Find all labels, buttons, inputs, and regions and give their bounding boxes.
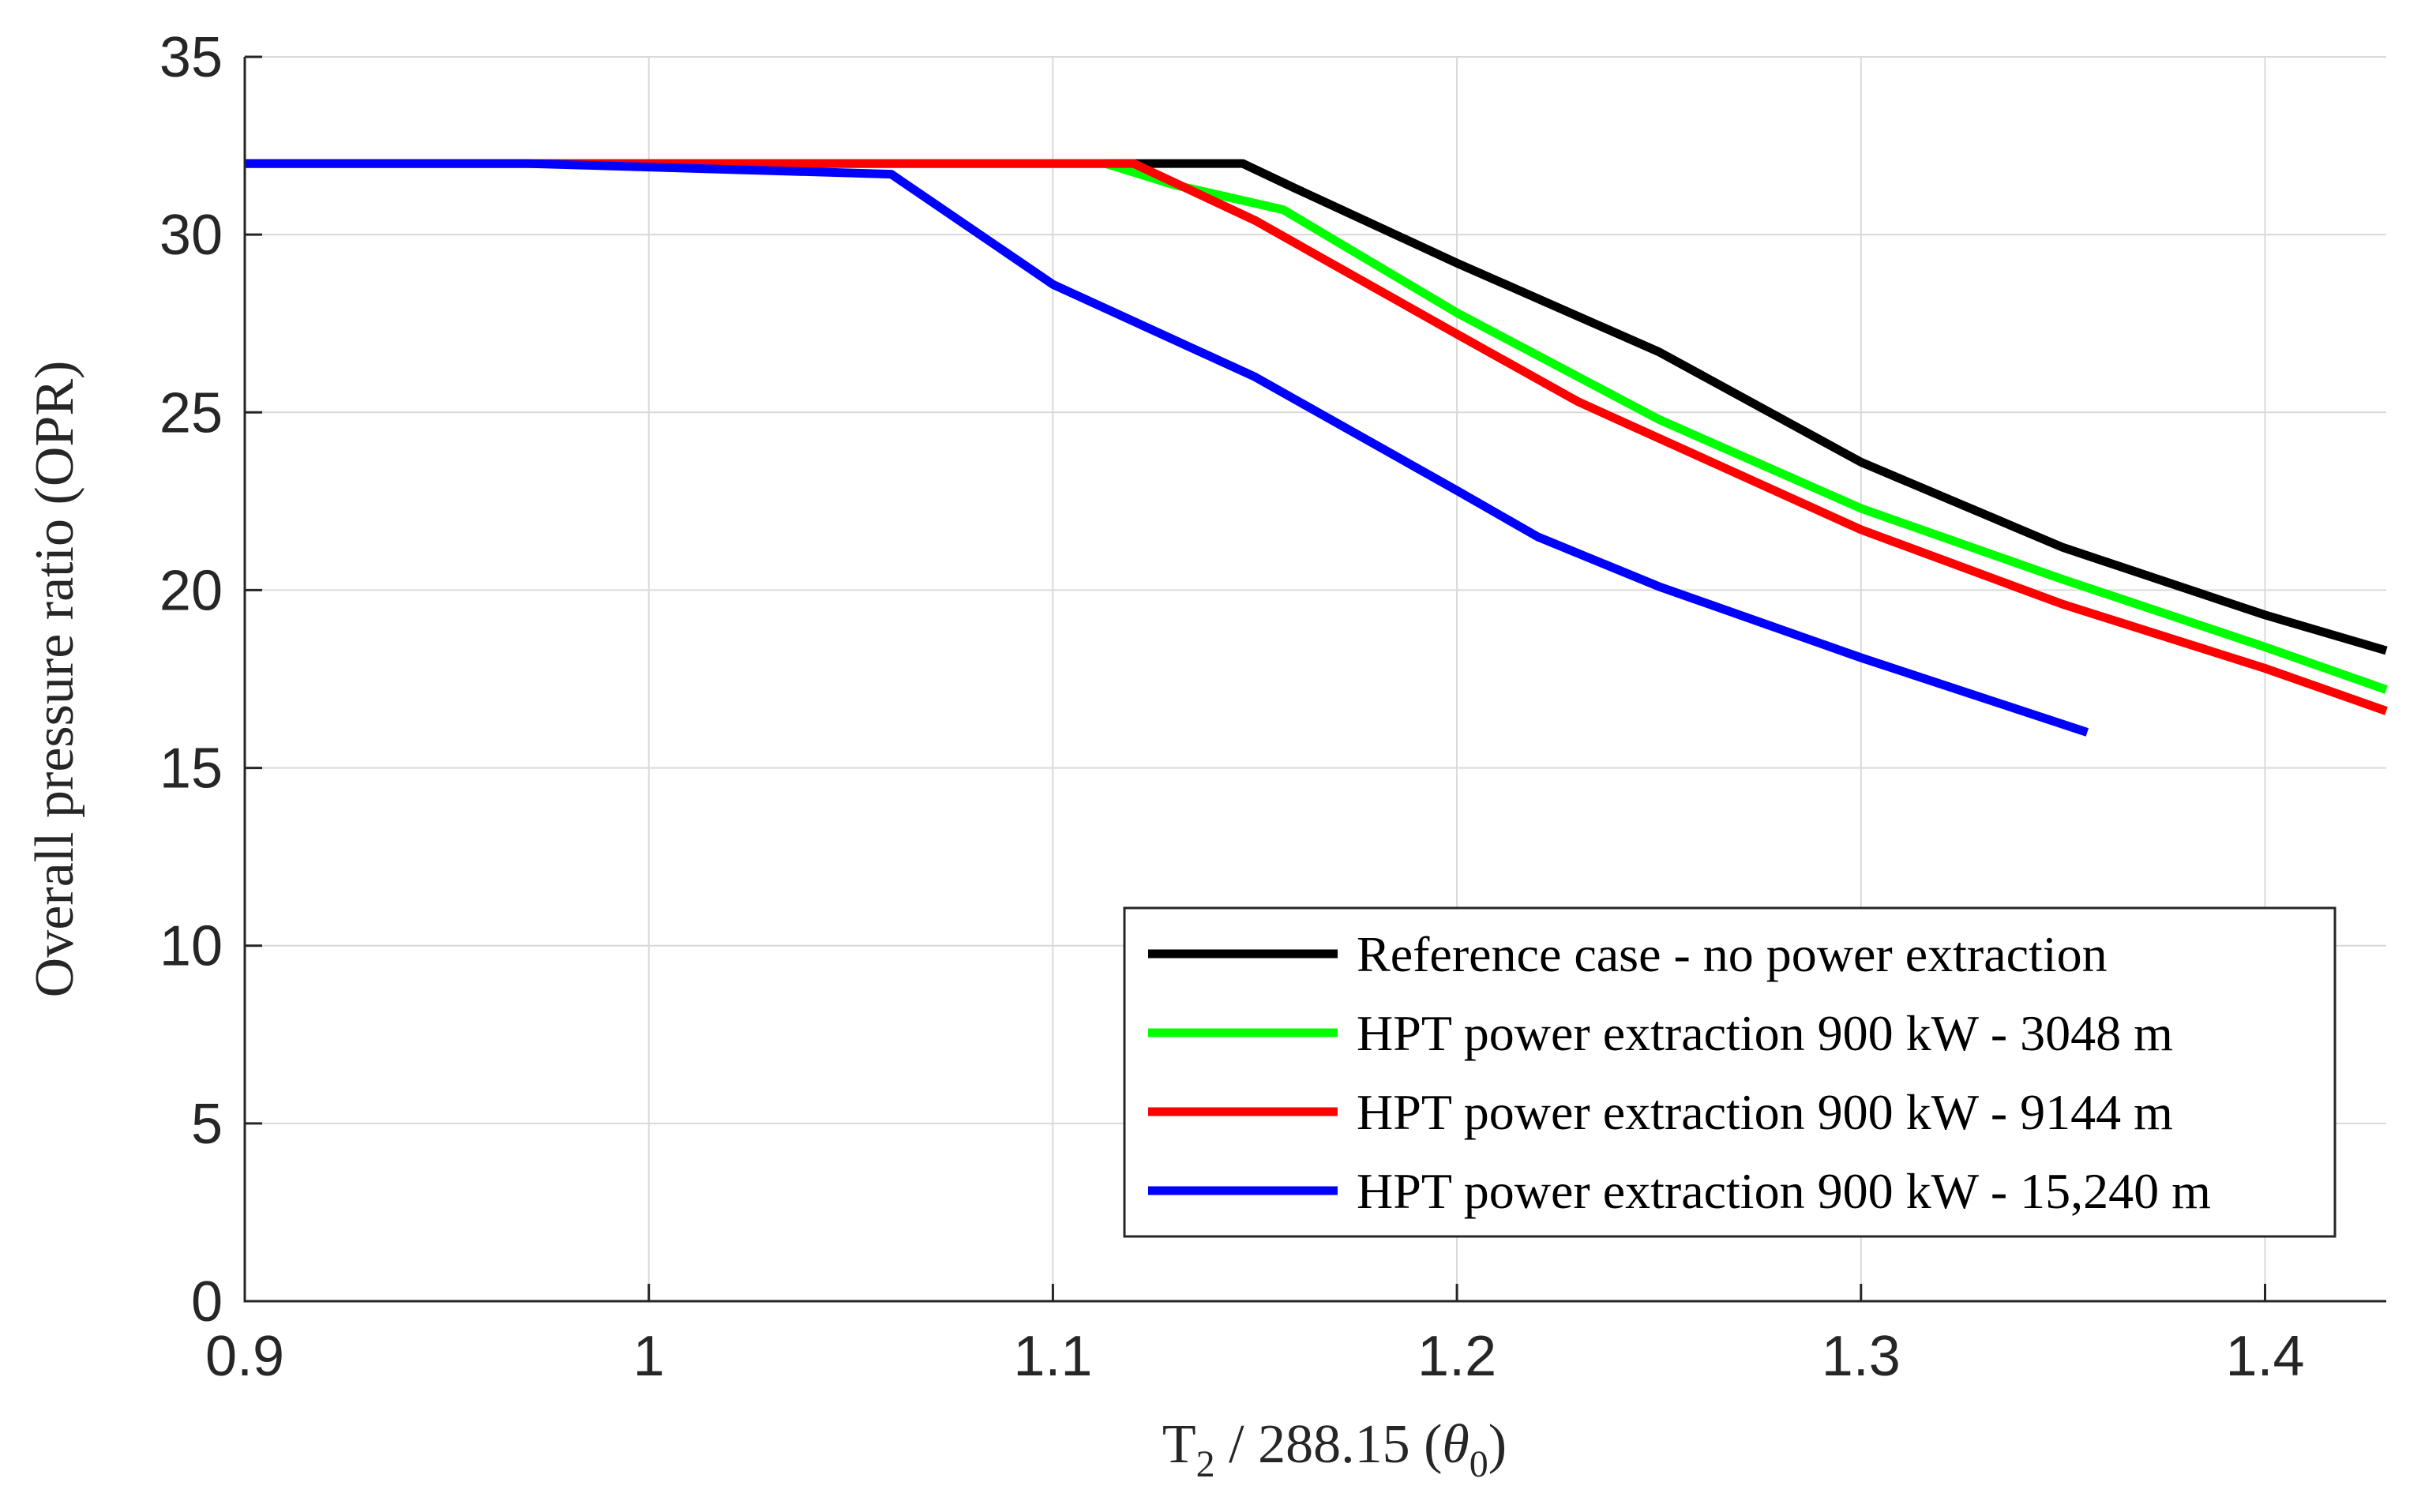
- x-tick-label: 1.3: [1822, 1325, 1901, 1388]
- x-tick-label: 1.1: [1013, 1325, 1092, 1388]
- y-tick-label: 0: [191, 1270, 223, 1334]
- y-axis-title: Overall pressure ratio (OPR): [24, 361, 85, 998]
- x-tick-label: 1.4: [2225, 1325, 2304, 1388]
- legend: Reference case - no power extraction HPT …: [1123, 906, 2337, 1238]
- y-tick-label: 10: [160, 915, 223, 978]
- y-tick-label: 25: [160, 381, 223, 445]
- x-tick-label: 0.9: [205, 1325, 284, 1388]
- series-line-3: [245, 159, 2388, 715]
- grid: [244, 56, 2386, 1302]
- x-tick-label: 1.2: [1417, 1325, 1496, 1388]
- x-axis-title-close: ): [1488, 1414, 1507, 1475]
- x-axis-title-theta: θ: [1442, 1414, 1469, 1475]
- y-tick-label: 15: [160, 737, 223, 801]
- legend-label-2: HPT power extraction 900 kW - 3048 m: [1357, 1005, 2173, 1061]
- x-axis-title-main: T: [1162, 1414, 1196, 1475]
- x-axis-title-theta-sub: 0: [1469, 1443, 1488, 1485]
- y-tick-label: 30: [160, 204, 223, 267]
- legend-label-4: HPT power extraction 900 kW - 15,240 m: [1357, 1163, 2211, 1219]
- x-axis-title-rest: / 288.15 (: [1215, 1414, 1443, 1475]
- legend-label-3: HPT power extraction 900 kW - 9144 m: [1357, 1084, 2173, 1140]
- x-axis-title: T2 / 288.15 (θ0): [1162, 1414, 1507, 1485]
- tick-labels: 0.9 1 1.1 1.2 1.3 1.4 0 5 10 15 20 25 30 35: [160, 26, 2305, 1388]
- x-tick-label: 1: [633, 1325, 665, 1388]
- legend-label-1: Reference case - no power extraction: [1357, 926, 2108, 982]
- legend-box: [1123, 906, 2337, 1238]
- y-tick-label: 35: [160, 26, 223, 89]
- x-axis-title-sub: 2: [1196, 1443, 1215, 1485]
- y-tick-label: 20: [160, 559, 223, 622]
- series-line-4: [245, 159, 2089, 737]
- series-lines: [245, 159, 2388, 737]
- y-tick-label: 5: [191, 1093, 223, 1156]
